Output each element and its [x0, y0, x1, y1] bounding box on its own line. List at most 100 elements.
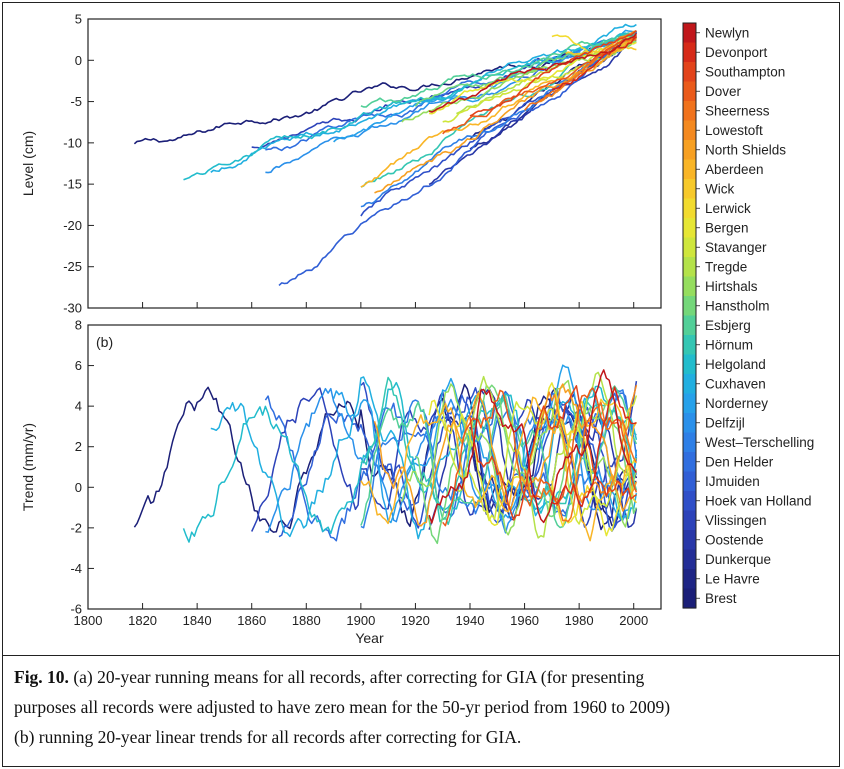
y-tick-label: 2 [75, 439, 82, 454]
x-tick-label: 1860 [237, 613, 266, 628]
series-line-b [428, 382, 637, 537]
legend-swatch [683, 120, 696, 141]
series-line-b [551, 480, 594, 527]
x-tick-label: 1800 [74, 613, 103, 628]
series-line-a [401, 37, 638, 123]
y-tick-label: 8 [75, 318, 82, 333]
legend-swatch [683, 510, 696, 531]
legend-entry: Helgoland [705, 357, 766, 372]
legend-swatch [683, 588, 696, 609]
panel-a-axes [87, 18, 662, 309]
legend-swatch [683, 198, 696, 219]
legend-swatch [683, 23, 696, 44]
y-tick-label: -15 [63, 177, 82, 192]
y-tick-label: -20 [63, 218, 82, 233]
legend-swatch [683, 432, 696, 453]
series-line-b [538, 384, 638, 504]
legend-swatch [683, 62, 696, 83]
legend-entry: North Shields [705, 142, 786, 157]
panel-a-ticks: 5 0 -5 -10 -15 -20 -25 -30 [63, 12, 635, 316]
x-tick-label: 2000 [619, 613, 648, 628]
caption-line-1: (a) 20-year running means for all record… [68, 667, 645, 687]
series-line-a [551, 34, 593, 55]
legend: Newlyn Devonport Southampton Dover Sheerness… [682, 22, 814, 609]
legend-swatch [683, 179, 696, 200]
series-line-b [133, 383, 638, 533]
series-line-a [469, 30, 637, 117]
legend-entry: Lerwick [705, 201, 751, 216]
legend-swatch [683, 42, 696, 63]
legend-swatch [683, 257, 696, 278]
legend-entry: Dover [705, 84, 742, 99]
panel-b-series [133, 364, 638, 545]
legend-entry: Tregde [705, 259, 747, 274]
legend-entry: Devonport [705, 45, 768, 60]
series-line-a [551, 36, 637, 91]
caption-line-2: purposes all records were adjusted to ha… [14, 697, 671, 717]
series-line-a [265, 30, 638, 174]
legend-swatch [683, 101, 696, 122]
y-tick-label: -10 [63, 135, 82, 150]
legend-entry: IJmuiden [705, 474, 760, 489]
x-tick-label: 1940 [456, 613, 485, 628]
y-tick-label: 5 [75, 12, 82, 27]
legend-colorbar-border [682, 22, 697, 609]
legend-entry: Hirtshals [705, 279, 758, 294]
series-line-b [455, 371, 637, 539]
y-tick-label: -30 [63, 301, 82, 316]
series-line-a [374, 37, 637, 194]
legend-swatch [683, 354, 696, 375]
y-tick-label: 0 [75, 53, 82, 68]
legend-entry: Delfzijl [705, 415, 745, 430]
series-line-b [428, 369, 638, 524]
legend-swatch [683, 530, 696, 551]
legend-swatch [683, 569, 696, 590]
legend-swatch [683, 237, 696, 258]
x-tick-label: 1820 [128, 613, 157, 628]
y-tick-label: -5 [70, 94, 82, 109]
panel-b-xlabel: Year [355, 630, 384, 646]
figure-chart: 5 0 -5 -10 -15 -20 -25 -30 Level (cm) 8 6 4 2 0 -2 -4… [20, 12, 814, 647]
panel-a: 5 0 -5 -10 -15 -20 -25 -30 Level (cm) [20, 12, 662, 316]
legend-entry: Wick [705, 181, 734, 196]
legend-entry: Aberdeen [705, 162, 764, 177]
legend-entry: Lowestoft [705, 123, 763, 138]
figure-caption: Fig. 10. (a) 20-year running means for a… [14, 662, 836, 752]
series-line-a [278, 31, 637, 286]
legend-entry: Dunkerque [705, 552, 771, 567]
legend-entry: Newlyn [705, 25, 749, 40]
legend-swatch [683, 335, 696, 356]
legend-entry: Hoek van Holland [705, 493, 812, 508]
legend-swatch [683, 276, 696, 297]
y-tick-label: -2 [70, 520, 82, 535]
x-tick-label: 1980 [565, 613, 594, 628]
legend-swatch [683, 393, 696, 414]
x-tick-label: 1920 [401, 613, 430, 628]
legend-entry: Norderney [705, 396, 768, 411]
panel-b-axes [87, 324, 662, 610]
series-line-a [360, 31, 638, 217]
legend-swatch [683, 159, 696, 180]
legend-entry: Oostende [705, 532, 764, 547]
legend-swatch [683, 296, 696, 317]
series-line-a [428, 35, 637, 186]
legend-entry: Le Havre [705, 571, 760, 586]
x-tick-label: 1840 [183, 613, 212, 628]
legend-swatch [683, 491, 696, 512]
series-line-b [551, 386, 637, 508]
legend-entry: Esbjerg [705, 318, 751, 333]
legend-swatch [683, 81, 696, 102]
panel-b-ylabel: Trend (mm/yr) [20, 423, 36, 511]
x-tick-label: 1900 [346, 613, 375, 628]
series-line-a [428, 32, 638, 113]
panel-a-series [133, 23, 638, 286]
legend-swatch [683, 413, 696, 434]
panel-b-label: (b) [96, 334, 113, 350]
series-line-b [332, 364, 638, 524]
series-line-b [360, 396, 638, 542]
y-tick-label: 0 [75, 480, 82, 495]
series-line-b [182, 381, 638, 543]
series-line-a [265, 36, 637, 152]
